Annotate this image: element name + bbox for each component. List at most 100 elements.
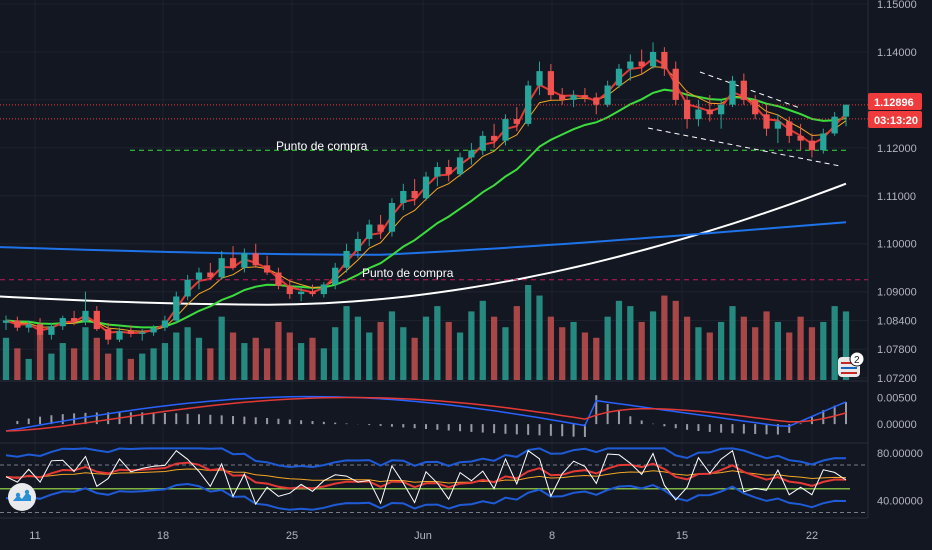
rsi-line bbox=[5, 449, 847, 506]
time-axis[interactable]: 11 18 25 Jun 8 15 22 bbox=[29, 530, 818, 542]
volume-bar bbox=[241, 343, 248, 380]
candle-body bbox=[434, 167, 441, 177]
candle-body bbox=[252, 253, 259, 266]
volume-bar bbox=[536, 295, 543, 380]
countdown-label: 03:13:20 bbox=[874, 115, 918, 127]
macd-tick-label: 0.00500 bbox=[877, 393, 917, 405]
time-tick-label: 11 bbox=[29, 530, 40, 542]
candle-body bbox=[831, 116, 838, 134]
volume-bar bbox=[774, 321, 782, 380]
candle-body bbox=[502, 119, 509, 141]
annotation-buy-point-lower[interactable]: Punto de compra bbox=[362, 266, 454, 280]
tradingview-logo[interactable] bbox=[8, 483, 36, 511]
candle-body bbox=[774, 121, 782, 129]
candle-body bbox=[456, 157, 464, 175]
candlesticks bbox=[2, 42, 850, 345]
volume-bar bbox=[36, 332, 44, 380]
volume-bar bbox=[456, 332, 464, 380]
volume-bar bbox=[808, 327, 816, 380]
candle-body bbox=[422, 176, 430, 199]
candle-body bbox=[263, 265, 271, 273]
candle-body bbox=[354, 238, 362, 251]
candle-body bbox=[820, 133, 827, 151]
candle-body bbox=[672, 68, 679, 100]
price-tick-label: 1.09000 bbox=[877, 287, 917, 299]
volume-bar bbox=[604, 316, 611, 380]
price-tick-label: 1.07200 bbox=[877, 373, 917, 385]
volume-bar bbox=[207, 348, 214, 380]
volume-bar bbox=[150, 348, 157, 380]
volume-bar bbox=[649, 311, 657, 380]
events-badge[interactable]: 2 bbox=[838, 351, 865, 377]
volume-bar bbox=[229, 332, 237, 380]
volume-bar bbox=[547, 316, 554, 380]
candle-body bbox=[581, 95, 589, 98]
volume-bar bbox=[434, 306, 441, 380]
volume-bar bbox=[343, 306, 350, 380]
time-tick-label: 22 bbox=[806, 530, 818, 542]
rsi-tick-label: 40.00000 bbox=[877, 496, 923, 508]
candle-body bbox=[139, 332, 146, 334]
candle-body bbox=[36, 324, 44, 335]
candle-body bbox=[786, 121, 793, 136]
candle-body bbox=[627, 61, 634, 69]
candle-body bbox=[93, 310, 100, 330]
macd-axis: 0.00500 0.00000 bbox=[877, 393, 917, 431]
candle-body bbox=[241, 253, 248, 268]
volume-bar bbox=[93, 337, 100, 380]
candle-body bbox=[842, 104, 850, 117]
candle-body bbox=[286, 285, 293, 295]
volume-bar bbox=[400, 327, 407, 380]
time-tick-label: Jun bbox=[414, 530, 432, 542]
time-tick-label: 15 bbox=[676, 530, 688, 542]
candle-body bbox=[2, 320, 10, 323]
candle-body bbox=[695, 109, 702, 120]
candle-body bbox=[740, 80, 747, 100]
price-tick-label: 1.08400 bbox=[877, 315, 917, 327]
candle-body bbox=[320, 284, 327, 295]
wedge-lower-trendline[interactable] bbox=[647, 127, 841, 167]
candle-body bbox=[525, 85, 532, 124]
price-axis[interactable]: 1.150001.140001.130001.120001.110001.100… bbox=[877, 0, 917, 385]
price-tick-label: 1.07800 bbox=[877, 344, 917, 356]
macd-pane bbox=[5, 395, 847, 437]
volume-bar bbox=[411, 337, 418, 380]
volume-bar bbox=[2, 337, 10, 380]
sma-very-long-line bbox=[0, 221, 847, 256]
candle-body bbox=[661, 51, 668, 69]
candle-body bbox=[706, 109, 713, 115]
volume-bar bbox=[422, 316, 430, 380]
candle-body bbox=[559, 95, 566, 100]
countdown-tag bbox=[868, 111, 922, 128]
volume-bar bbox=[513, 306, 520, 380]
candle-body bbox=[150, 327, 157, 333]
volume-bar bbox=[82, 327, 89, 380]
annotation-buy-point-upper[interactable]: Punto de compra bbox=[276, 139, 368, 153]
volume-bar bbox=[195, 337, 203, 380]
candle-body bbox=[343, 250, 350, 268]
price-tick-label: 1.15000 bbox=[877, 0, 917, 11]
volume-bar bbox=[105, 353, 112, 380]
candle-body bbox=[207, 272, 214, 278]
candle-body bbox=[763, 114, 770, 129]
candle-body bbox=[638, 61, 645, 67]
volume-bar bbox=[706, 332, 713, 380]
volume-bar bbox=[842, 311, 850, 380]
candle-body bbox=[683, 99, 691, 120]
rsi-ma-line bbox=[5, 461, 847, 490]
candle-body bbox=[59, 318, 66, 327]
volume-bar bbox=[309, 337, 316, 380]
candle-body bbox=[752, 99, 759, 115]
rsi-pane bbox=[0, 447, 868, 513]
candle-body bbox=[593, 97, 600, 105]
candle-body bbox=[298, 291, 305, 295]
volume-bar bbox=[718, 321, 725, 380]
candle-body bbox=[229, 258, 237, 268]
candle-body bbox=[536, 71, 543, 86]
rsi-axis: 80.00000 40.00000 bbox=[877, 448, 923, 507]
candle-body bbox=[173, 296, 180, 321]
volume-bar bbox=[275, 321, 282, 380]
volume-bar bbox=[740, 316, 747, 380]
volume-bar bbox=[593, 337, 600, 380]
